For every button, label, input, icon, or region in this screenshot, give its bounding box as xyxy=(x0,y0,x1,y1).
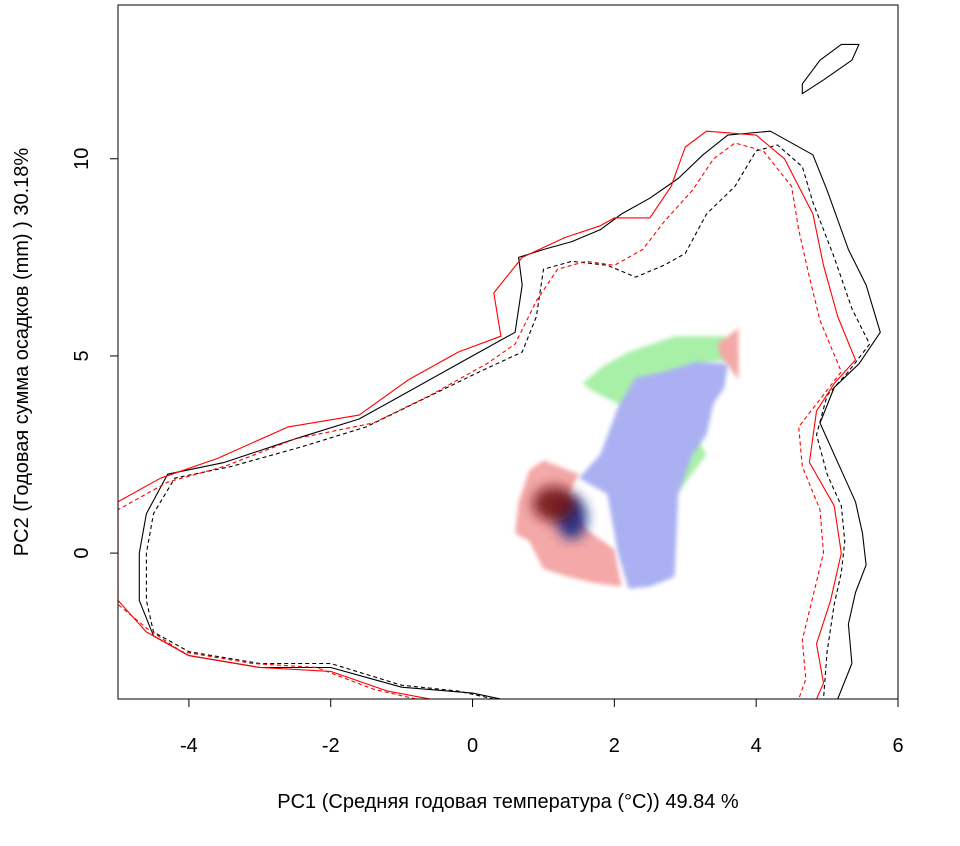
y-tick-label: 0 xyxy=(71,548,93,559)
x-tick-label: -4 xyxy=(180,735,198,757)
y-tick-label: 5 xyxy=(71,350,93,361)
x-tick-label: 4 xyxy=(751,735,762,757)
contour-line-3 xyxy=(118,130,857,699)
contour-line-2 xyxy=(145,144,871,699)
plot-frame xyxy=(117,4,899,700)
y-tick-label: 10 xyxy=(71,148,93,170)
density-peak-unfilling xyxy=(532,486,576,522)
x-tick-label: 2 xyxy=(609,735,620,757)
y-axis-title: PC2 (Годовая сумма осадков (mm) ) 30.18% xyxy=(11,148,33,557)
x-axis-title: PC1 (Средняя годовая температура (°C)) 4… xyxy=(277,791,739,813)
x-tick-label: 0 xyxy=(467,735,478,757)
contour-lines xyxy=(118,43,881,699)
region-expansion xyxy=(582,336,739,492)
x-axis: -4 -2 0 2 4 6 xyxy=(180,699,904,757)
region-unfilling-top xyxy=(717,328,739,380)
x-tick-label: -2 xyxy=(322,735,340,757)
region-stable xyxy=(578,361,728,589)
x-tick-label: 6 xyxy=(892,735,903,757)
contour-line-4 xyxy=(118,142,842,699)
y-axis: 0 5 10 xyxy=(71,148,118,559)
contour-line-1 xyxy=(138,130,881,699)
density-regions xyxy=(515,328,739,589)
contour-line-5 xyxy=(801,43,860,95)
